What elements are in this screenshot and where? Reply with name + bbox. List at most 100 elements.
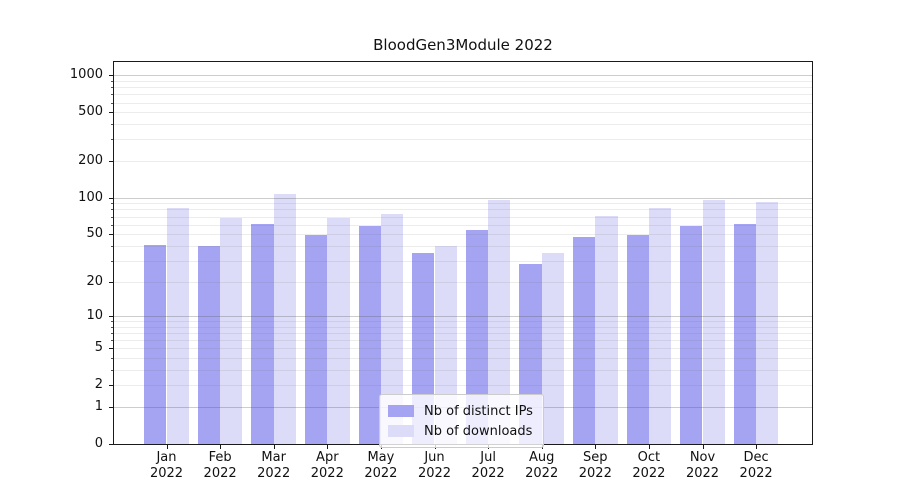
bar-downloads-mar <box>273 193 297 444</box>
y-tick-mark <box>109 112 113 114</box>
y-tick-mark <box>109 75 113 77</box>
minor-gridline <box>114 160 812 162</box>
y-tick-label: 5 <box>94 340 103 356</box>
y-minor-tick-mark <box>111 203 113 205</box>
x-tick-mark <box>220 445 222 449</box>
y-minor-tick-mark <box>111 87 113 89</box>
minor-gridline <box>114 224 812 226</box>
minor-gridline <box>114 385 812 387</box>
y-tick-mark <box>109 281 113 283</box>
y-minor-tick-mark <box>111 260 113 262</box>
minor-gridline <box>114 216 812 218</box>
x-tick-mark <box>702 445 704 449</box>
bar-downloads-apr <box>327 218 350 444</box>
legend-swatch-distinct-ips <box>388 405 414 417</box>
y-tick-mark <box>109 407 113 408</box>
major-gridline <box>114 316 812 318</box>
minor-gridline <box>114 281 812 283</box>
y-tick-label: 200 <box>78 152 103 168</box>
y-minor-tick-mark <box>111 358 113 360</box>
y-minor-tick-mark <box>111 216 113 218</box>
minor-gridline <box>114 245 812 247</box>
y-tick-mark <box>109 160 113 162</box>
bar-distinct-ips-oct <box>626 235 649 444</box>
bar-downloads-feb <box>220 218 243 444</box>
x-tick-mark <box>595 445 597 449</box>
legend-item-downloads: Nb of downloads <box>388 421 533 441</box>
minor-gridline <box>114 321 812 323</box>
minor-gridline <box>114 87 812 89</box>
bar-distinct-ips-nov <box>680 226 703 444</box>
y-minor-tick-mark <box>111 340 113 342</box>
y-tick-mark <box>109 316 113 318</box>
major-gridline <box>114 75 812 77</box>
minor-gridline <box>114 370 812 371</box>
legend-label-downloads: Nb of downloads <box>424 423 533 439</box>
x-tick-label-may: May 2022 <box>364 450 398 481</box>
y-minor-tick-mark <box>111 209 113 211</box>
y-minor-tick-mark <box>111 94 113 96</box>
y-minor-tick-mark <box>111 224 113 226</box>
y-minor-tick-mark <box>111 102 113 104</box>
bar-downloads-oct <box>648 208 672 444</box>
x-tick-label-feb: Feb 2022 <box>203 450 237 481</box>
x-tick-mark <box>166 445 168 449</box>
y-tick-mark <box>109 197 113 199</box>
y-tick-label: 100 <box>78 189 103 205</box>
y-tick-mark <box>109 234 113 236</box>
y-tick-label: 0 <box>94 436 103 451</box>
bar-distinct-ips-dec <box>733 223 757 444</box>
minor-gridline <box>114 112 812 114</box>
minor-gridline <box>114 326 812 328</box>
y-tick-label: 20 <box>86 273 103 289</box>
bar-distinct-ips-apr <box>304 235 328 444</box>
y-tick-mark <box>109 444 113 445</box>
minor-gridline <box>114 124 812 126</box>
x-tick-mark <box>273 445 275 449</box>
y-tick-label: 50 <box>86 226 103 242</box>
bar-distinct-ips-mar <box>251 223 274 444</box>
chart-title: BloodGen3Module 2022 <box>373 36 553 54</box>
y-minor-tick-mark <box>111 245 113 247</box>
y-minor-tick-mark <box>111 139 113 141</box>
legend-label-distinct-ips: Nb of distinct IPs <box>424 403 533 419</box>
minor-gridline <box>114 348 812 350</box>
x-tick-label-jul: Jul 2022 <box>471 450 505 481</box>
major-gridline <box>114 197 812 199</box>
y-minor-tick-mark <box>111 124 113 126</box>
x-tick-label-nov: Nov 2022 <box>685 450 720 481</box>
minor-gridline <box>114 209 812 211</box>
bar-distinct-ips-sep <box>572 237 596 444</box>
minor-gridline <box>114 102 812 104</box>
y-minor-tick-mark <box>111 370 113 371</box>
y-tick-label: 1 <box>94 399 103 414</box>
x-tick-label-jun: Jun 2022 <box>417 450 452 481</box>
minor-gridline <box>114 260 812 262</box>
x-tick-mark <box>327 445 329 449</box>
bar-downloads-jul <box>488 200 511 444</box>
bar-downloads-may <box>380 214 404 444</box>
y-tick-mark <box>109 348 113 350</box>
minor-gridline <box>114 203 812 205</box>
plot-area: Nb of distinct IPs Nb of downloads <box>113 61 813 448</box>
minor-gridline <box>114 358 812 360</box>
bar-downloads-jan <box>166 207 189 444</box>
bar-downloads-dec <box>756 201 779 444</box>
bar-downloads-aug <box>541 252 565 444</box>
y-minor-tick-mark <box>111 333 113 335</box>
x-tick-label-aug: Aug 2022 <box>525 450 559 481</box>
x-tick-label-sep: Sep 2022 <box>578 450 612 481</box>
x-tick-label-jan: Jan 2022 <box>149 450 184 481</box>
bar-distinct-ips-may <box>358 226 381 444</box>
x-tick-label-dec: Dec 2022 <box>739 450 773 481</box>
y-minor-tick-mark <box>111 321 113 323</box>
y-tick-label: 1000 <box>69 67 103 83</box>
x-tick-label-apr: Apr 2022 <box>310 450 344 481</box>
legend: Nb of distinct IPs Nb of downloads <box>379 394 544 448</box>
x-tick-label-mar: Mar 2022 <box>257 450 291 481</box>
y-tick-label: 10 <box>86 308 103 324</box>
bar-downloads-sep <box>595 215 618 444</box>
minor-gridline <box>114 333 812 335</box>
minor-gridline <box>114 80 812 82</box>
